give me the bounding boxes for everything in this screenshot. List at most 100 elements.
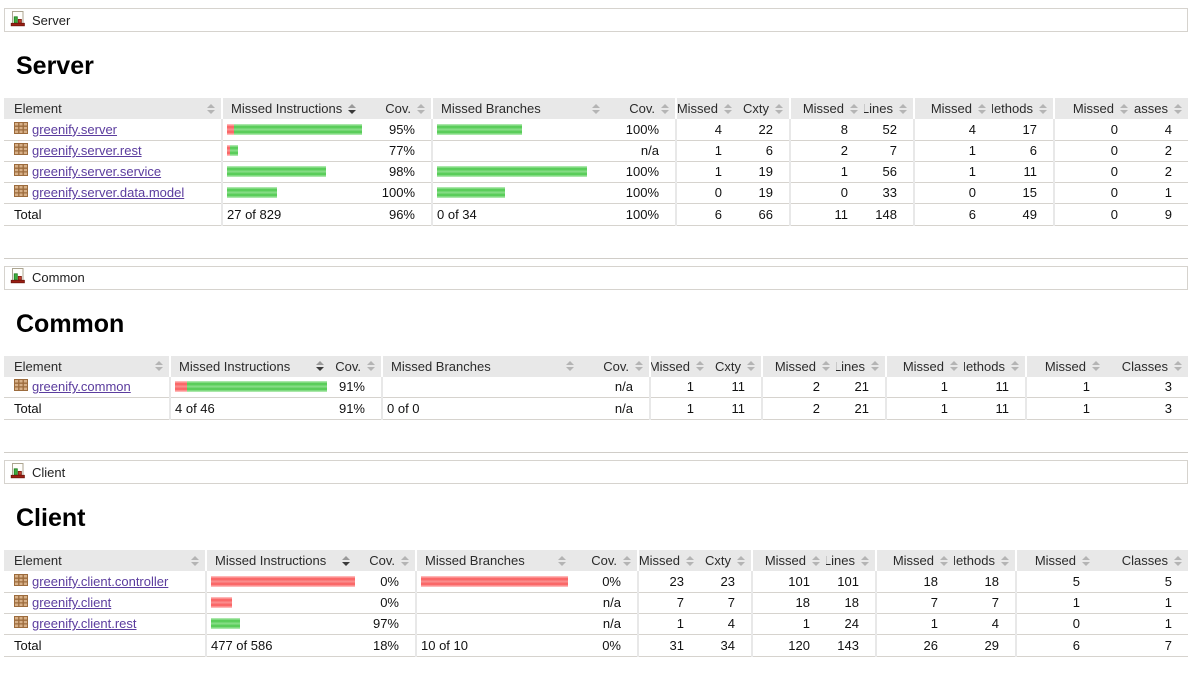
- cell-counter-4: 1: [913, 140, 992, 162]
- cell-missed-instructions-bar: [221, 182, 362, 204]
- column-header-label: Lines: [836, 358, 865, 374]
- cell-branch-coverage: n/a: [580, 376, 650, 398]
- sort-arrows-icon: [747, 361, 755, 371]
- branches-bar: [421, 618, 572, 629]
- column-header-element-0[interactable]: Element: [4, 98, 222, 119]
- cell-counter-6: 5: [1015, 571, 1096, 593]
- package-link[interactable]: greenify.server.service: [32, 164, 162, 179]
- total-counter-1: 66: [738, 203, 790, 226]
- column-header-cxty-6[interactable]: Cxty: [738, 98, 790, 119]
- package-link[interactable]: greenify.client: [32, 595, 112, 610]
- column-header-missed-7[interactable]: Missed: [761, 355, 836, 377]
- column-header-missed-11[interactable]: Missed: [1053, 98, 1134, 119]
- column-header-missed-9[interactable]: Missed: [913, 98, 992, 119]
- sort-arrows-icon: [367, 361, 375, 371]
- column-header-classes-12[interactable]: Classes: [1106, 355, 1188, 377]
- column-header-methods-10[interactable]: Methods: [954, 550, 1016, 571]
- package-icon-wrap: [14, 378, 28, 395]
- cell-counter-3: 18: [826, 592, 876, 614]
- column-header-cov--2[interactable]: Cov.: [330, 355, 382, 377]
- total-missed-instructions: 477 of 586: [205, 634, 356, 657]
- total-counter-4: 6: [913, 203, 992, 226]
- column-header-cxty-6[interactable]: Cxty: [700, 550, 752, 571]
- cell-counter-2: 1: [789, 161, 864, 183]
- instructions-bar-missed-segment: [227, 123, 234, 135]
- column-header-cov--4[interactable]: Cov.: [580, 355, 650, 377]
- column-header-missed-instructions-1[interactable]: Missed Instructions: [169, 355, 330, 377]
- column-header-missed-branches-3[interactable]: Missed Branches: [381, 355, 580, 377]
- instructions-bar: [227, 166, 362, 177]
- column-header-cov--2[interactable]: Cov.: [362, 98, 432, 119]
- package-icon: [14, 185, 28, 197]
- branches-bar: [437, 166, 606, 177]
- column-header-missed-7[interactable]: Missed: [751, 550, 826, 571]
- sort-arrows-icon: [1174, 103, 1182, 114]
- column-header-methods-10[interactable]: Methods: [964, 355, 1026, 377]
- cell-counter-2: 2: [789, 140, 864, 162]
- cell-counter-6: 0: [1053, 140, 1134, 162]
- total-counter-5: 49: [992, 203, 1054, 226]
- package-link[interactable]: greenify.client.controller: [32, 573, 169, 589]
- column-header-cxty-6[interactable]: Cxty: [710, 355, 762, 377]
- package-icon-wrap: [14, 615, 28, 632]
- column-header-missed-branches-3[interactable]: Missed Branches: [415, 550, 572, 571]
- total-counter-6: 6: [1015, 634, 1096, 657]
- column-header-missed-9[interactable]: Missed: [885, 355, 964, 377]
- cell-counter-1: 7: [700, 592, 752, 614]
- column-header-element-0[interactable]: Element: [4, 355, 170, 377]
- column-header-missed-11[interactable]: Missed: [1025, 355, 1106, 377]
- cell-missed-branches-bar: [431, 182, 606, 204]
- column-header-missed-instructions-1[interactable]: Missed Instructions: [205, 550, 356, 571]
- sort-arrows-icon: [1011, 361, 1019, 371]
- column-header-missed-5[interactable]: Missed: [649, 355, 710, 377]
- column-header-missed-7[interactable]: Missed: [789, 98, 864, 119]
- cell-counter-1: 19: [738, 182, 790, 204]
- total-counter-0: 6: [675, 203, 738, 226]
- sort-arrows-icon: [592, 103, 600, 114]
- sort-arrows-icon: [861, 555, 869, 566]
- column-header-methods-10[interactable]: Methods: [992, 98, 1054, 119]
- column-header-classes-12[interactable]: Classes: [1096, 550, 1188, 571]
- instructions-bar-covered-segment: [211, 618, 240, 629]
- column-header-missed-5[interactable]: Missed: [637, 550, 700, 571]
- sort-arrows-icon: [661, 103, 669, 114]
- package-link[interactable]: greenify.server: [32, 121, 118, 137]
- cell-missed-branches-bar: [381, 376, 580, 398]
- sort-arrows-icon: [316, 361, 324, 371]
- cell-counter-1: 11: [710, 376, 762, 398]
- header-row: Element Missed Instructions Cov. Missed Bra…: [4, 550, 1188, 571]
- column-header-missed-5[interactable]: Missed: [675, 98, 738, 119]
- column-header-lines-8[interactable]: Lines: [836, 355, 886, 377]
- package-row: greenify.client.controller 0% 0% 23 23 101 101…: [4, 571, 1188, 593]
- package-link[interactable]: greenify.common: [32, 379, 131, 395]
- cell-counter-2: 2: [761, 376, 836, 398]
- column-header-missed-instructions-1[interactable]: Missed Instructions: [221, 98, 362, 119]
- column-header-missed-9[interactable]: Missed: [875, 550, 954, 571]
- column-header-cov--4[interactable]: Cov.: [572, 550, 638, 571]
- cell-counter-4: 1: [875, 613, 954, 635]
- cell-counter-7: 1: [1096, 592, 1188, 614]
- package-icon: [14, 121, 28, 134]
- column-header-label: Missed Instructions: [231, 101, 343, 116]
- breadcrumb-item-client: Client: [32, 464, 66, 480]
- cell-branch-coverage: 100%: [606, 182, 676, 204]
- package-row: greenify.client 0% n/a 7 7 18 18 7 7 1 1: [4, 592, 1188, 614]
- package-link[interactable]: greenify.server.data.model: [32, 185, 185, 200]
- cell-counter-1: 19: [738, 161, 790, 183]
- column-header-classes-12[interactable]: Classes: [1134, 98, 1188, 119]
- package-icon-wrap: [14, 573, 28, 590]
- package-link[interactable]: greenify.client.rest: [32, 616, 137, 631]
- column-header-lines-8[interactable]: Lines: [826, 550, 876, 571]
- package-link[interactable]: greenify.server.rest: [32, 143, 142, 158]
- column-header-lines-8[interactable]: Lines: [864, 98, 914, 119]
- total-counter-1: 34: [700, 634, 752, 657]
- column-header-label: Missed: [892, 553, 934, 568]
- column-header-cov--4[interactable]: Cov.: [606, 98, 676, 119]
- column-header-element-0[interactable]: Element: [4, 550, 206, 571]
- column-header-label: Cov.: [629, 101, 655, 116]
- sort-arrows-icon: [191, 555, 199, 566]
- column-header-cov--2[interactable]: Cov.: [356, 550, 416, 571]
- column-header-missed-branches-3[interactable]: Missed Branches: [431, 98, 606, 119]
- cell-counter-7: 2: [1134, 140, 1188, 162]
- column-header-missed-11[interactable]: Missed: [1015, 550, 1096, 571]
